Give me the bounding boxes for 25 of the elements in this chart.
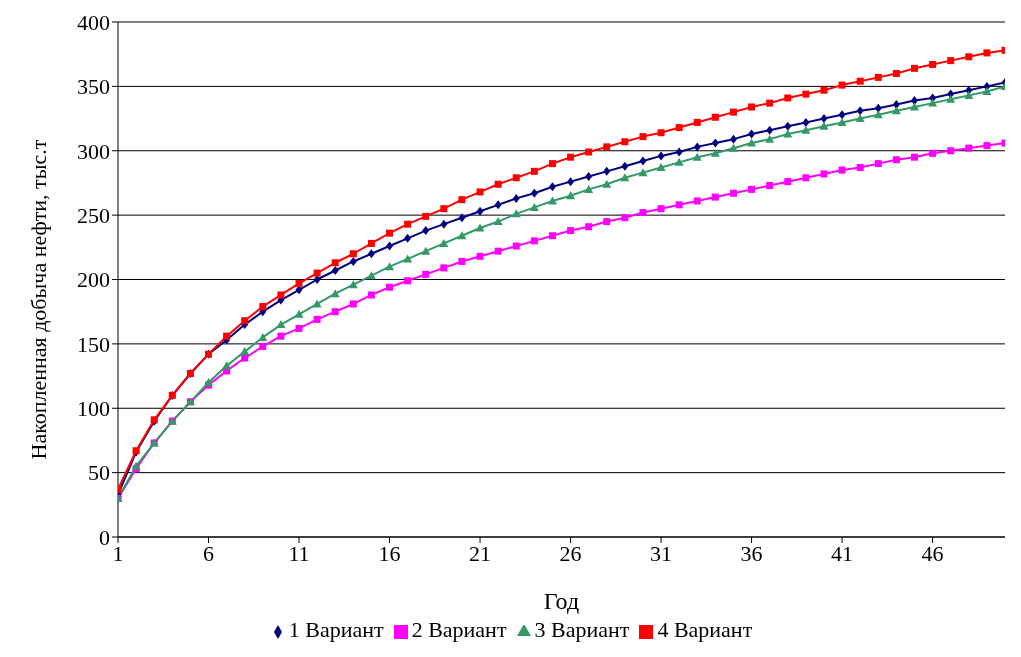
y-tick-label: 0 [99, 524, 110, 550]
y-tick-label: 50 [88, 460, 110, 486]
x-tick-label: 1 [112, 540, 124, 566]
legend-label: 4 Вариант [657, 617, 753, 642]
x-axis-title: Год [543, 588, 580, 614]
x-tick-label: 36 [740, 540, 763, 566]
x-tick-label: 21 [469, 540, 492, 566]
legend-label: 1 Вариант [288, 617, 384, 642]
y-tick-label: 350 [77, 74, 110, 100]
legend-label: 3 Вариант [534, 617, 630, 642]
y-tick-label: 150 [77, 331, 110, 357]
legend-label: 2 Вариант [411, 617, 507, 642]
y-tick-label: 300 [77, 138, 110, 164]
x-tick-label: 11 [288, 540, 310, 566]
y-tick-label: 200 [77, 267, 110, 293]
x-tick-label: 41 [831, 540, 854, 566]
x-tick-label: 31 [650, 540, 673, 566]
x-tick-label: 16 [378, 540, 401, 566]
x-tick-label: 6 [203, 540, 215, 566]
x-tick-label: 26 [559, 540, 582, 566]
y-axis-title: Накопленная добыча нефти, тыс.т [25, 139, 51, 460]
y-tick-label: 400 [77, 9, 110, 35]
y-tick-label: 250 [77, 202, 110, 228]
y-tick-label: 100 [77, 396, 110, 422]
x-tick-label: 46 [921, 540, 944, 566]
